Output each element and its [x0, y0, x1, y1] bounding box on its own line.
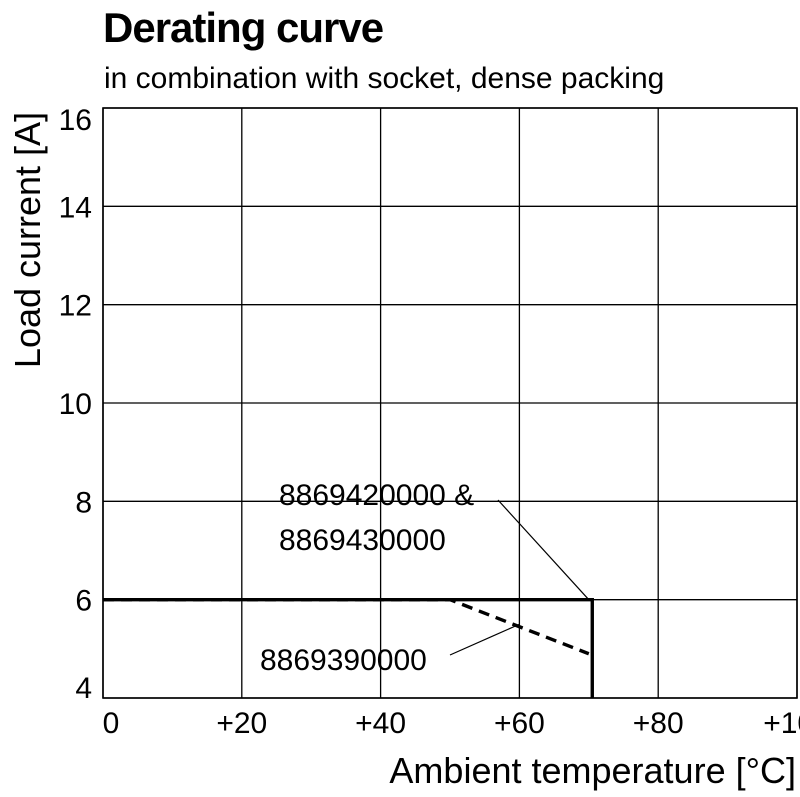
x-tick-label: +40	[355, 707, 406, 740]
x-tick-label: +20	[216, 707, 267, 740]
y-tick-label: 14	[59, 191, 92, 224]
x-tick-label: 0	[103, 707, 120, 740]
y-tick-label: 8	[75, 486, 92, 519]
leader-line-series-1	[449, 623, 520, 656]
series-group	[103, 597, 594, 698]
annotation-label-series-1: 8869390000	[260, 644, 427, 677]
x-tick-label: +100	[763, 707, 800, 740]
annotation-label-series-0: 8869420000 &	[279, 479, 474, 512]
plot-border	[102, 107, 798, 699]
chart-title: Derating curve	[103, 4, 384, 51]
plot-frame	[102, 107, 798, 699]
chart-subtitle: in combination with socket, dense packin…	[104, 62, 665, 95]
grid	[102, 107, 798, 699]
x-axis-label: Ambient temperature [°C]	[389, 750, 796, 791]
x-tick-label: +80	[633, 707, 684, 740]
annotation-label-series-0: 8869430000	[279, 524, 446, 557]
y-tick-label: 4	[75, 672, 92, 705]
series-line-1	[103, 597, 590, 656]
tick-labels: 0 +20 +40 +60 +80 +100 4 6 8 10 12 14 16	[59, 104, 800, 740]
x-tick-label: +60	[494, 707, 545, 740]
y-axis-label: Load current [A]	[7, 112, 48, 368]
y-tick-label: 12	[59, 290, 92, 323]
y-tick-label: 16	[59, 104, 92, 137]
annotations: 8869420000 & 8869430000 8869390000	[260, 479, 590, 677]
y-tick-label: 10	[59, 388, 92, 421]
y-tick-label: 6	[75, 585, 92, 618]
leader-line-series-0	[497, 499, 590, 601]
